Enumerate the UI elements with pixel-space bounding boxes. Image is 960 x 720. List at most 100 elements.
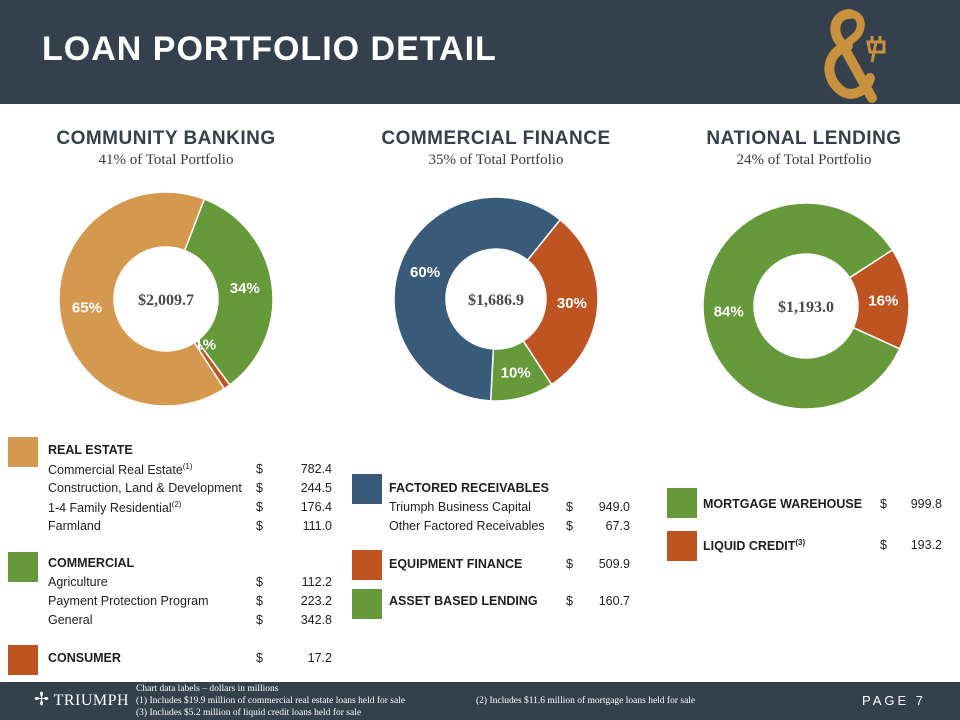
donut-data-label: 34% [230,280,260,297]
national-header: NATIONAL LENDING 24% of Total Portfolio [654,128,954,169]
donut-data-label: 10% [501,364,531,381]
consumer-dollar: $ [256,651,263,665]
real-estate-row-dollar: $ [256,519,263,533]
page-title: LOAN PORTFOLIO DETAIL [42,30,497,68]
donut-slice-commercial [183,198,274,386]
national-title: NATIONAL LENDING [706,128,902,149]
commercial-donut-chart: 30% 10% 60% $1,686.9 [393,196,599,402]
liquid-heading: LIQUID CREDIT(3) [703,538,805,553]
brand-name: TRIUMPH [53,692,130,709]
factored-row-label: Triumph Business Capital [389,500,531,514]
abl-dollar: $ [566,594,573,608]
real-estate-row-text: Construction, Land & Development [48,481,242,495]
community-subtitle: 41% of Total Portfolio [98,152,234,168]
liquid-amount: 193.2 [910,538,942,552]
real-estate-row-label: Farmland [48,519,101,533]
donut-slice-factored-receivables [393,196,562,402]
liquid-sup: (3) [795,538,806,547]
commercial-row-text: Payment Protection Program [48,594,209,608]
cross-logo-icon: ✢ [34,689,50,710]
header-bar: LOAN PORTFOLIO DETAIL [0,0,960,104]
equipment-dollar: $ [566,557,573,571]
real-estate-row-amount: 782.4 [300,462,332,476]
community-header: COMMUNITY BANKING 41% of Total Portfolio [16,128,316,169]
commercial-row-amount: 223.2 [300,594,332,608]
page-number-value: 7 [915,693,927,708]
real-estate-swatch [8,437,38,467]
factored-row-amount: 949.0 [598,500,630,514]
abl-heading: ASSET BASED LENDING [389,594,538,608]
commercial-row-dollar: $ [256,594,263,608]
commercial-subtitle: 35% of Total Portfolio [428,152,564,168]
donut-data-label: 16% [868,292,898,309]
liquid-label: LIQUID CREDIT [703,539,796,554]
commercial-header: COMMERCIAL FINANCE 35% of Total Portfoli… [346,128,646,169]
donut-data-label: 1% [194,336,216,353]
donut-data-label: 30% [557,295,587,312]
commercial-row-text: Agriculture [48,575,108,589]
equipment-amount: 509.9 [598,557,630,571]
real-estate-row-label: 1-4 Family Residential(2) [48,500,181,515]
abl-swatch [352,589,382,619]
donut-center-total: $1,686.9 [468,292,524,309]
factored-swatch [352,474,382,504]
mortgage-amount: 999.8 [910,497,942,511]
consumer-swatch [8,645,38,675]
commercial-row-dollar: $ [256,613,263,627]
real-estate-row-dollar: $ [256,500,263,514]
footnotes: Chart data labels – dollars in millions … [136,683,695,719]
commercial-row-amount: 342.8 [300,613,332,627]
real-estate-heading: REAL ESTATE [48,443,133,457]
factored-row-text: Triumph Business Capital [389,500,531,514]
real-estate-row-text: Commercial Real Estate [48,463,183,478]
consumer-heading: CONSUMER [48,651,121,665]
real-estate-row-text: 1-4 Family Residential [48,501,172,516]
real-estate-row-label: Construction, Land & Development [48,481,242,495]
mortgage-dollar: $ [880,497,887,511]
real-estate-row-label: Commercial Real Estate(1) [48,462,193,477]
equipment-heading: EQUIPMENT FINANCE [389,557,523,571]
consumer-amount: 17.2 [307,651,332,665]
donut-slice-mortgage-warehouse [702,202,901,410]
abl-amount: 160.7 [598,594,630,608]
donut-data-label: 65% [72,299,102,316]
community-donut-chart: 34% 1% 65% $2,009.7 [58,191,274,407]
factored-row-label: Other Factored Receivables [389,519,545,533]
real-estate-row-footnote-ref: (2) [171,500,182,509]
ampersand-logo [824,9,886,103]
commercial-row-label: Payment Protection Program [48,594,209,608]
real-estate-row-footnote-ref: (1) [182,462,193,471]
factored-row-text: Other Factored Receivables [389,519,545,533]
donut-slice-real-estate [58,191,226,407]
real-estate-row-amount: 176.4 [300,500,332,514]
page-number: PAGE 7 [862,693,926,708]
commercial-row-dollar: $ [256,575,263,589]
commercial-row-text: General [48,613,93,627]
footnote-2: (2) Includes $11.6 million of mortgage l… [476,696,696,706]
donut-data-label: 60% [410,264,440,281]
triumph-brand: ✢ TRIUMPH [34,689,129,710]
footer-bar [0,682,960,720]
commercial-row-amount: 112.2 [301,575,332,589]
real-estate-row-amount: 111.0 [302,519,332,533]
page-label: PAGE [862,693,910,708]
commercial-swatch [8,552,38,582]
mortgage-swatch [667,488,697,518]
factored-heading: FACTORED RECEIVABLES [389,481,549,495]
real-estate-row-amount: 244.5 [300,481,332,495]
commercial-title: COMMERCIAL FINANCE [381,128,611,149]
donut-slice-equipment-finance [522,218,599,386]
community-title: COMMUNITY BANKING [56,128,276,149]
liquid-dollar: $ [880,538,887,552]
donut-center-total: $1,193.0 [778,299,834,316]
factored-row-amount: 67.3 [605,519,630,533]
real-estate-row-text: Farmland [48,519,101,533]
donut-center-total: $2,009.7 [138,292,194,309]
liquid-swatch [667,531,697,561]
equipment-swatch [352,550,382,580]
real-estate-row-dollar: $ [256,462,263,476]
mortgage-heading: MORTGAGE WAREHOUSE [703,497,863,511]
national-subtitle: 24% of Total Portfolio [736,152,872,168]
real-estate-row-dollar: $ [256,481,263,495]
footnote-3: (3) Includes $5.2 million of liquid cred… [136,708,362,718]
